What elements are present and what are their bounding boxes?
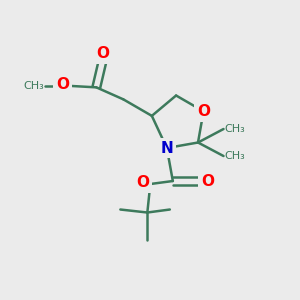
Text: N: N [160, 140, 173, 155]
Text: O: O [136, 175, 149, 190]
Text: CH₃: CH₃ [23, 81, 44, 91]
Text: CH₃: CH₃ [225, 151, 245, 161]
Text: O: O [56, 77, 69, 92]
Text: O: O [201, 173, 214, 188]
Text: O: O [96, 46, 109, 61]
Text: CH₃: CH₃ [225, 124, 245, 134]
Text: O: O [197, 104, 210, 119]
